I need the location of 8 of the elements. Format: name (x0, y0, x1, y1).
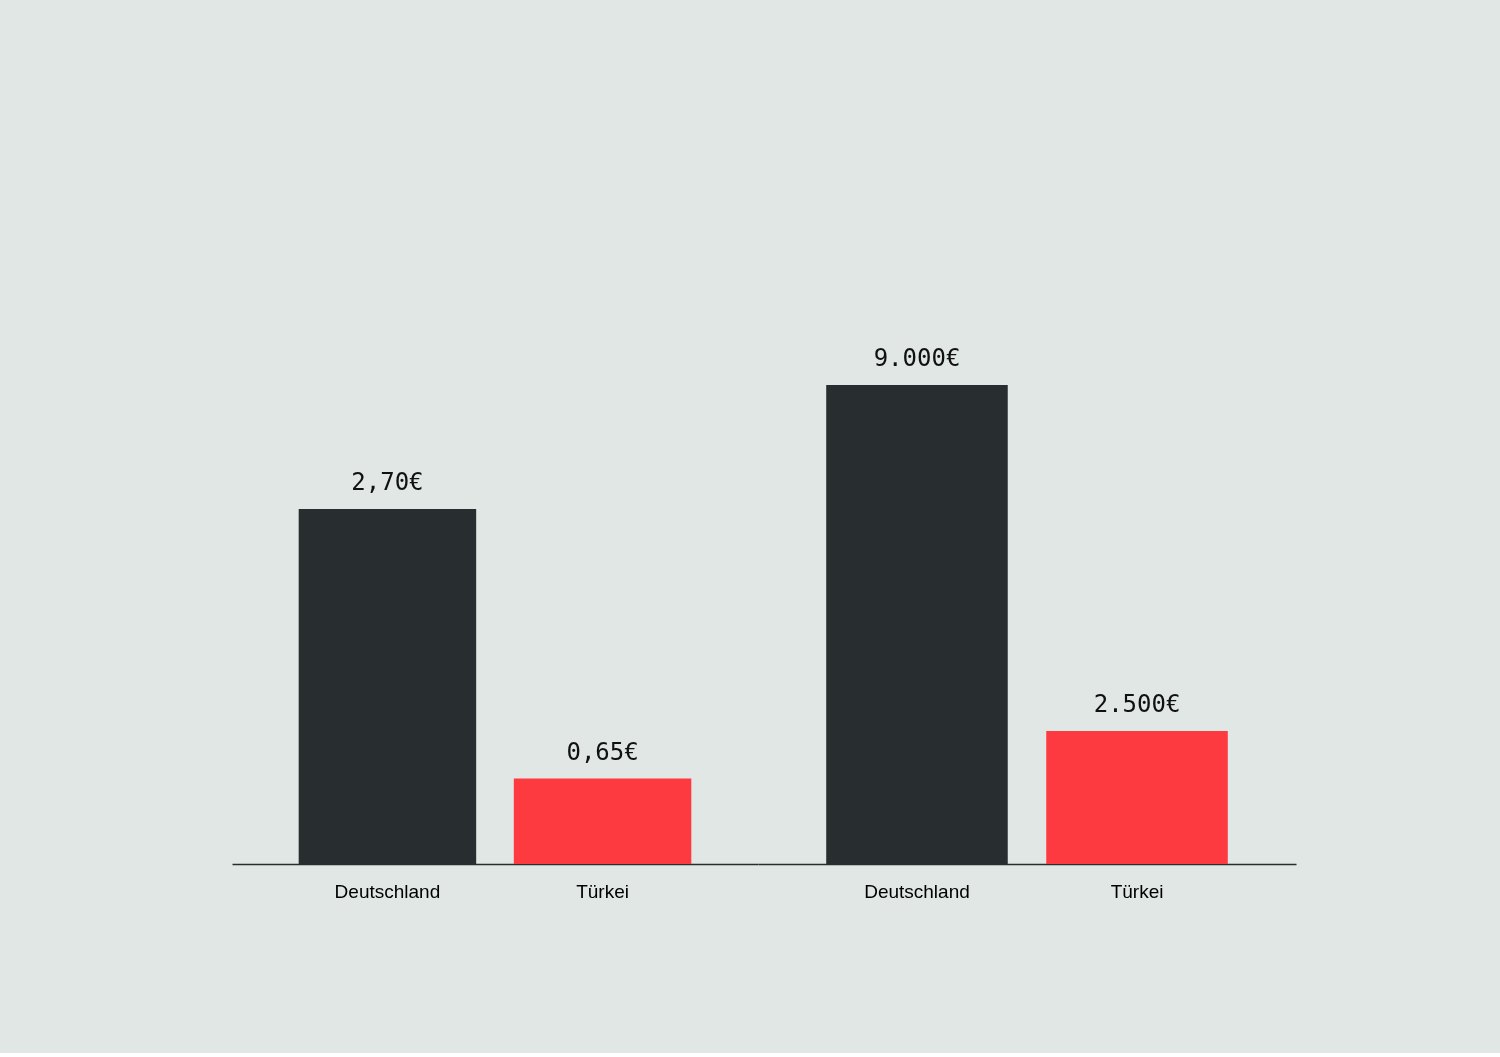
data-label: 2.500€ (1093, 689, 1181, 718)
data-label: 0,65€ (566, 737, 639, 766)
x-tick-label: Türkei (1110, 880, 1164, 902)
x-tick-label: Türkei (576, 880, 629, 902)
data-label: 2,70€ (351, 468, 424, 496)
data-label: 9.000€ (873, 344, 961, 372)
x-tick-label: Deutschland (864, 880, 970, 902)
x-tick-label: Deutschland (334, 880, 441, 902)
